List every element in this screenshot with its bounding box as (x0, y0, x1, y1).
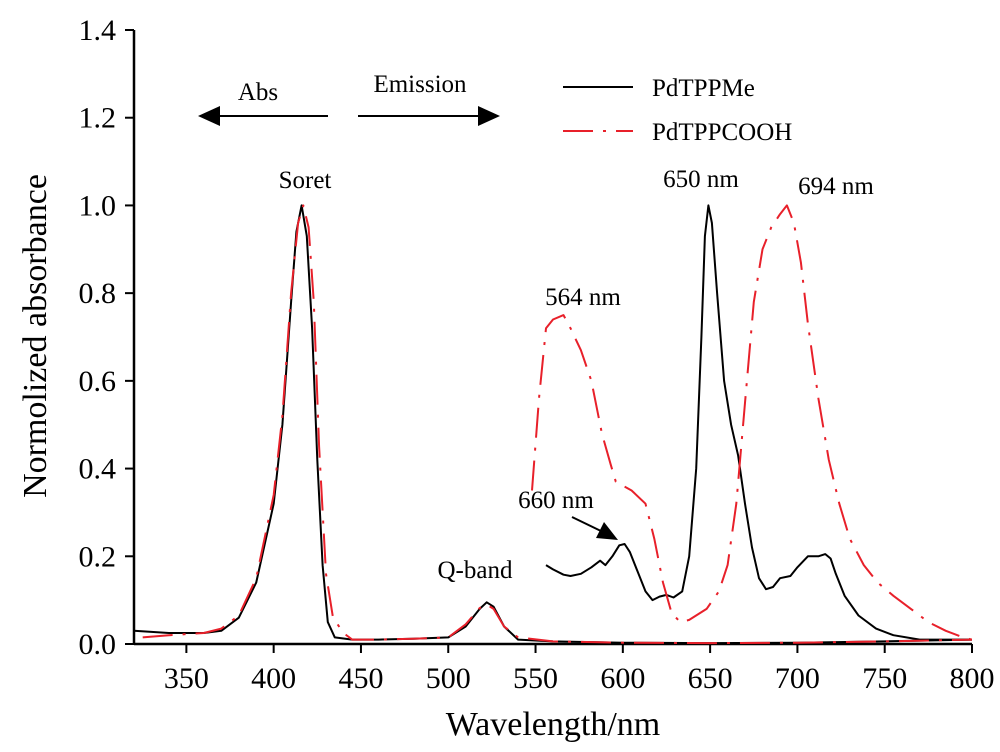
x-tick-label: 500 (426, 662, 471, 695)
nm660-arrow-shaft (571, 516, 604, 533)
x-tick-label: 400 (251, 662, 296, 695)
x-tick-label: 650 (688, 662, 733, 695)
x-tick-label: 700 (775, 662, 820, 695)
x-tick-label: 450 (338, 662, 383, 695)
series-line-pdtppcooh (531, 204, 973, 641)
x-tick-label: 550 (513, 662, 558, 695)
y-tick-label: 1.2 (79, 102, 117, 135)
series-line-pdtppcooh (142, 204, 973, 645)
soret-label: Soret (279, 167, 332, 194)
y-tick-label: 0.2 (79, 540, 117, 573)
nm650-label: 650 nm (663, 166, 739, 193)
emission-label: Emission (373, 71, 467, 98)
series-layer (134, 204, 973, 645)
x-tick-label: 600 (600, 662, 645, 695)
nm660-label: 660 nm (518, 487, 594, 514)
series-line-pdtppme (545, 204, 972, 641)
x-tick-label: 350 (164, 662, 209, 695)
qband-label: Q-band (438, 557, 513, 584)
y-tick-label: 1.0 (79, 189, 117, 222)
y-tick-label: 0.8 (79, 277, 117, 310)
y-axis-title: Normolized absorbance (17, 174, 54, 498)
legend-label-pdtppme: PdTPPMe (652, 75, 755, 102)
legend-label-pdtppcooh: PdTPPCOOH (652, 119, 792, 146)
y-tick-label: 0.0 (79, 628, 117, 661)
y-tick-label: 1.4 (79, 14, 117, 47)
y-tick-label: 0.4 (79, 453, 117, 486)
series-line-pdtppme (134, 204, 973, 645)
x-ticks: 350 400 450 500 550 600 650 700 750 800 (164, 644, 995, 695)
legend: PdTPPMe PdTPPCOOH (563, 75, 792, 146)
nm660-arrow-head (596, 522, 618, 540)
x-tick-label: 800 (950, 662, 995, 695)
x-axis-title: Wavelength/nm (446, 706, 660, 743)
nm694-label: 694 nm (798, 173, 874, 200)
nm564-label: 564 nm (545, 284, 621, 311)
abs-label: Abs (238, 79, 278, 106)
abs-arrow-head (198, 106, 220, 126)
y-ticks: 0.0 0.2 0.4 0.6 0.8 1.0 1.2 1.4 (79, 14, 134, 661)
y-tick-label: 0.6 (79, 365, 117, 398)
emission-arrow-head (478, 106, 500, 126)
x-tick-label: 750 (862, 662, 907, 695)
